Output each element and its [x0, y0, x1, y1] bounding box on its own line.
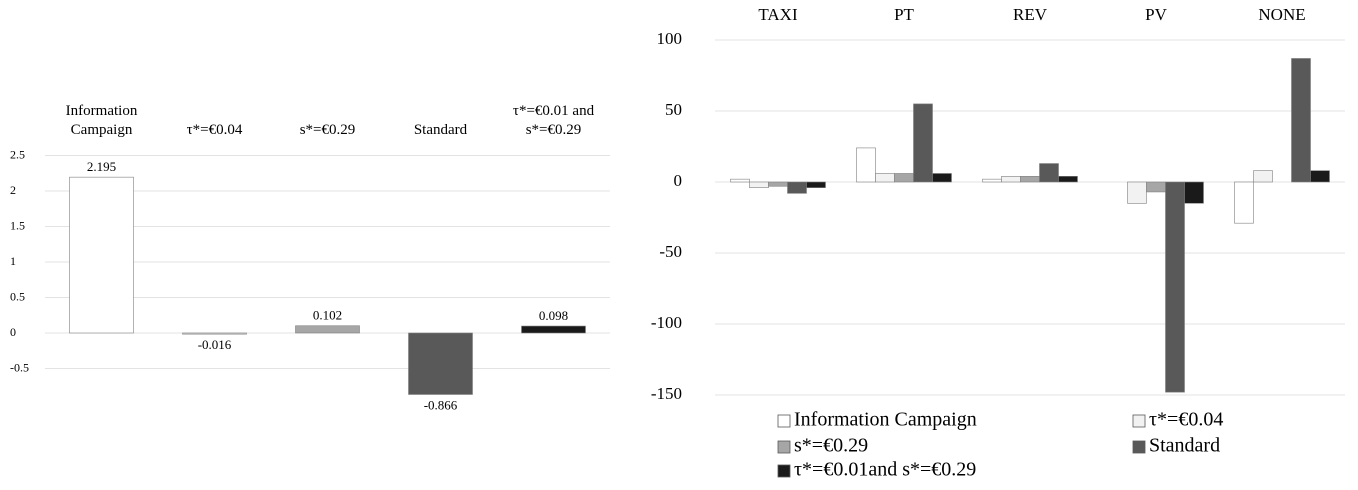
x-tick-label: NONE: [1258, 5, 1305, 24]
bar: [1001, 176, 1021, 183]
bar: [1184, 181, 1204, 204]
bar: [1020, 176, 1040, 183]
y-tick-label: -50: [659, 242, 682, 261]
legend-swatch: [777, 440, 791, 454]
y-tick-label: 0.5: [10, 289, 25, 303]
bar: [768, 181, 788, 187]
legend-label: Information Campaign: [794, 409, 977, 431]
y-tick-label: 2.5: [10, 147, 25, 161]
bar: [875, 173, 895, 183]
bar: [1039, 163, 1059, 183]
y-tick-label: 100: [657, 29, 683, 48]
bar: [1165, 181, 1185, 393]
x-tick-label: τ*=€0.04: [186, 122, 243, 138]
x-tick-label: PT: [894, 5, 914, 24]
x-tick-label: Information Campaign: [65, 103, 138, 138]
data-label: -0.866: [424, 397, 458, 412]
bar: [982, 178, 1002, 183]
bar: [1310, 170, 1330, 183]
legend-swatch: [1132, 414, 1146, 428]
bar: [295, 325, 360, 334]
y-tick-label: 0: [674, 171, 683, 190]
x-tick-label: PV: [1145, 5, 1167, 24]
x-tick-label: TAXI: [758, 5, 798, 24]
bar: [730, 178, 750, 183]
legend-swatch: [777, 464, 791, 478]
y-tick-label: -0.5: [10, 360, 29, 374]
y-tick-label: 2: [10, 183, 16, 197]
x-tick-label: Standard: [413, 122, 468, 138]
bar: [1234, 181, 1254, 224]
legend-label: s*=€0.29: [794, 435, 868, 457]
bar: [69, 176, 134, 334]
bar: [1058, 176, 1078, 183]
bar: [806, 181, 826, 188]
bar: [913, 103, 933, 183]
bar: [787, 181, 807, 194]
legend-swatch: [1132, 440, 1146, 454]
y-tick-label: -100: [651, 313, 682, 332]
bar: [408, 332, 473, 395]
bar: [521, 325, 586, 334]
bar: [749, 181, 769, 188]
data-label: 2.195: [87, 159, 116, 174]
bar: [894, 173, 914, 183]
x-tick-label: REV: [1013, 5, 1048, 24]
bar: [1291, 58, 1311, 183]
bar: [856, 147, 876, 183]
legend-label: τ*=€0.04: [1149, 409, 1223, 431]
y-tick-label: 50: [665, 100, 682, 119]
bar: [1146, 181, 1166, 193]
y-tick-label: -150: [651, 384, 682, 403]
data-label: 0.098: [539, 308, 568, 323]
data-label: 0.102: [313, 308, 342, 323]
legend-label: τ*=€0.01and s*=€0.29: [794, 459, 976, 481]
y-tick-label: 0: [10, 325, 16, 339]
x-tick-label: s*=€0.29: [299, 122, 356, 138]
bar: [1127, 181, 1147, 204]
bar: [932, 173, 952, 183]
data-label: -0.016: [198, 337, 232, 352]
y-tick-label: 1: [10, 254, 16, 268]
x-tick-label: τ*=€0.01 and s*=€0.29: [512, 103, 595, 138]
legend-label: Standard: [1149, 435, 1220, 457]
bar: [182, 332, 247, 335]
legend-swatch: [777, 414, 791, 428]
y-tick-label: 1.5: [10, 218, 25, 232]
bar: [1253, 170, 1273, 183]
